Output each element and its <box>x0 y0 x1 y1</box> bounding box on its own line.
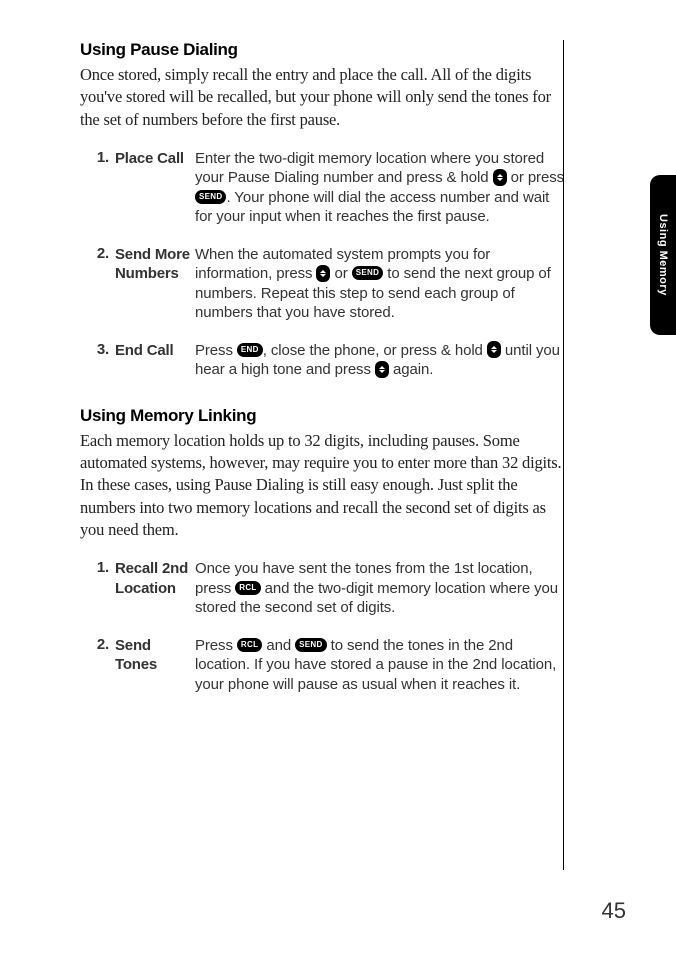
rcl-key-icon: RCL <box>237 638 262 652</box>
step-row: 1.Place CallEnter the two-digit memory l… <box>90 149 566 227</box>
step-label: Send Tones <box>115 636 195 695</box>
step-row: 3.End CallPress END, close the phone, or… <box>90 341 566 380</box>
section2: Using Memory Linking Each memory locatio… <box>80 406 566 694</box>
step-body: When the automated system prompts you fo… <box>195 245 566 323</box>
rcl-key-icon: RCL <box>235 581 260 595</box>
step-body: Once you have sent the tones from the 1s… <box>195 559 566 618</box>
step-label: Recall 2nd Location <box>115 559 195 618</box>
end-key-icon: END <box>237 343 263 357</box>
step-number: 2. <box>90 245 115 323</box>
up-down-key-icon <box>375 361 389 378</box>
section2-intro: Each memory location holds up to 32 digi… <box>80 430 566 541</box>
step-number: 1. <box>90 149 115 227</box>
step-number: 3. <box>90 341 115 380</box>
section2-heading: Using Memory Linking <box>80 406 566 426</box>
section2-steps: 1.Recall 2nd LocationOnce you have sent … <box>90 559 566 694</box>
vertical-divider <box>563 40 564 870</box>
section1-heading: Using Pause Dialing <box>80 40 566 60</box>
up-down-key-icon <box>316 265 330 282</box>
step-label: End Call <box>115 341 195 380</box>
side-tab: Using Memory <box>650 175 676 335</box>
step-number: 2. <box>90 636 115 695</box>
up-down-key-icon <box>487 341 501 358</box>
side-tab-label: Using Memory <box>657 214 669 296</box>
send-key-icon: SEND <box>352 266 383 280</box>
section1-intro: Once stored, simply recall the entry and… <box>80 64 566 131</box>
up-down-key-icon <box>493 169 507 186</box>
step-row: 2.Send TonesPress RCL and SEND to send t… <box>90 636 566 695</box>
step-row: 1.Recall 2nd LocationOnce you have sent … <box>90 559 566 618</box>
step-number: 1. <box>90 559 115 618</box>
step-label: Send More Numbers <box>115 245 195 323</box>
page-number: 45 <box>602 898 626 924</box>
step-body: Enter the two-digit memory location wher… <box>195 149 566 227</box>
step-label: Place Call <box>115 149 195 227</box>
page-content: Using Pause Dialing Once stored, simply … <box>80 40 566 864</box>
send-key-icon: SEND <box>295 638 326 652</box>
step-row: 2.Send More NumbersWhen the automated sy… <box>90 245 566 323</box>
step-body: Press RCL and SEND to send the tones in … <box>195 636 566 695</box>
send-key-icon: SEND <box>195 190 226 204</box>
step-body: Press END, close the phone, or press & h… <box>195 341 566 380</box>
section1-steps: 1.Place CallEnter the two-digit memory l… <box>90 149 566 380</box>
